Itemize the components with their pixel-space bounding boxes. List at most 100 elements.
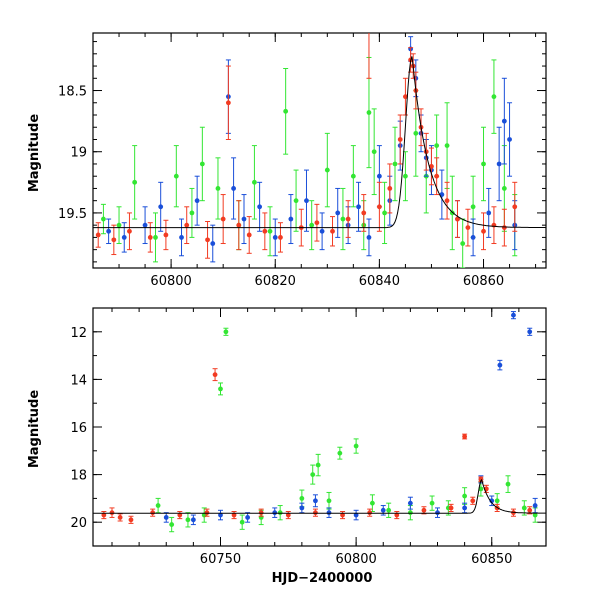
top-point-red [220,216,226,222]
bottom-y-tick-label: 20 [70,516,87,531]
top-point-green [366,110,372,115]
bottom-point-red [285,512,291,518]
top-point-red [95,232,101,238]
top-point-red [345,216,351,222]
top-point-red [512,204,518,210]
top-point-green [449,210,455,216]
top-point-red [330,228,335,234]
top-point-green [403,173,408,179]
top-x-tick-label: 60860 [463,274,504,289]
bottom-point-blue [190,517,196,523]
top-point-blue [501,118,507,124]
top-point-blue [496,161,502,167]
top-point-green [340,216,346,222]
top-point-blue [304,198,309,204]
bottom-point-blue [489,498,495,504]
top-point-blue [288,216,294,222]
bottom-point-red [204,510,210,516]
top-point-green [132,179,138,185]
top-point-red [225,100,231,106]
bottom-point-red [231,512,237,518]
bottom-point-red [212,372,218,378]
bottom-point-green [505,481,511,487]
bottom-point-red [367,510,373,516]
top-point-green [252,179,257,185]
bottom-plot-frame [92,307,547,547]
top-point-blue [319,228,325,234]
bottom-point-green [407,510,413,516]
top-point-blue [366,235,372,240]
top-point-blue [486,210,492,216]
top-point-green [153,235,158,240]
top-point-green [434,143,440,149]
top-point-red [147,235,153,240]
bottom-point-blue [299,505,305,511]
bottom-point-green [315,462,321,468]
top-point-blue [158,204,164,210]
bottom-point-red [394,512,400,518]
top-y-tick-label: 19 [70,146,87,161]
top-point-blue [376,173,382,179]
bottom-point-red [313,510,318,516]
top-point-green [413,130,419,136]
bottom-point-green [155,503,161,508]
top-point-blue [210,241,216,246]
top-point-red [434,173,440,179]
bottom-point-blue [163,515,169,520]
bottom-point-green [223,329,229,335]
bottom-point-blue [407,500,413,506]
top-point-red [127,228,132,234]
top-point-green [101,216,106,222]
top-point-green [470,204,476,210]
bottom-point-blue [511,312,516,318]
bottom-point-blue [435,510,440,516]
bottom-panel: 60750 60800 60850 12 14 16 18 20 [70,307,547,567]
top-point-green [267,228,273,234]
bottom-point-blue [353,512,359,518]
top-point-green [324,167,330,173]
bottom-point-red [128,517,134,523]
bottom-point-red [117,515,123,520]
bottom-point-blue [462,505,468,511]
bottom-y-axis-label: Magnitude [27,390,42,469]
top-point-green [481,161,486,167]
top-point-blue [231,186,236,191]
bottom-point-blue [313,498,318,504]
top-point-red [262,228,268,234]
bottom-point-blue [272,510,278,516]
top-point-red [501,225,507,231]
top-point-blue [507,137,512,142]
bottom-point-red [177,512,183,518]
top-point-red [397,137,403,142]
bottom-point-red [448,505,454,511]
bottom-point-green [239,519,245,525]
bottom-x-tick-label: 60750 [200,552,241,567]
bottom-point-green [310,472,316,477]
top-point-red [111,237,117,243]
top-point-red [376,204,382,210]
bottom-point-green [369,500,375,506]
top-point-red [444,198,450,204]
top-panel: 60800 60820 60840 60860 18.5 19 19.5 [58,32,547,289]
bottom-model-curve [93,478,546,514]
top-x-tick-label: 60820 [255,274,296,289]
bottom-point-green [326,498,332,504]
bottom-point-green [169,522,175,527]
top-point-blue [272,235,278,240]
top-point-red [163,232,169,238]
bottom-point-red [101,512,107,518]
bottom-point-red [462,434,468,439]
bottom-point-green [494,498,500,504]
top-point-red [246,232,252,238]
top-x-tick-label: 60840 [359,274,400,289]
top-y-tick-label: 18.5 [58,85,87,100]
top-point-green [501,186,507,191]
bottom-point-green [277,510,283,516]
bottom-point-red [150,510,156,516]
top-y-axis-label: Magnitude [27,114,42,193]
top-plot-frame [92,32,547,269]
bottom-point-red [340,512,345,518]
top-point-green [382,210,387,216]
bottom-point-red [421,507,427,513]
